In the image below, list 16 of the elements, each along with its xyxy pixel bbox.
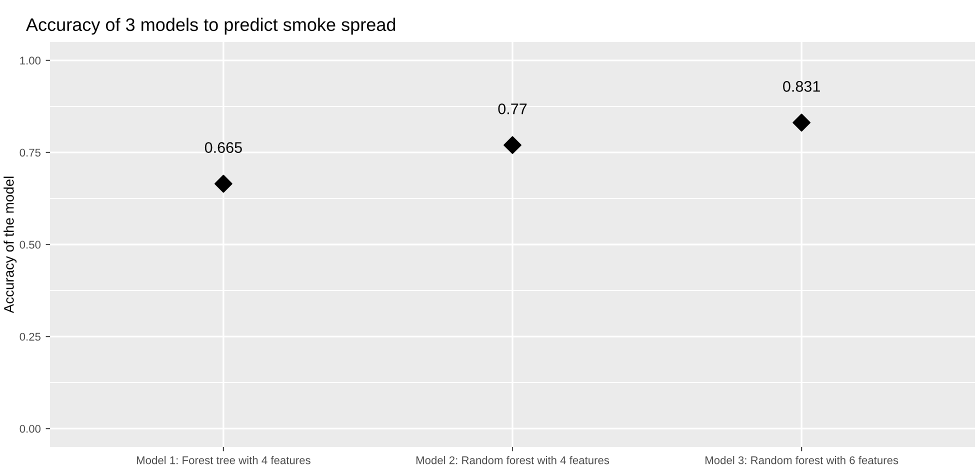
y-tick-label: 1.00 [20,56,41,65]
y-tick-label: 0.75 [20,148,41,157]
point [214,174,232,193]
y-tick-label: 0.00 [20,424,41,433]
data-label: 0.77 [498,103,527,114]
x-tick-label: Model 2: Random forest with 4 features [416,456,610,464]
data-label: 0.665 [204,142,242,153]
chart-title: Accuracy of 3 models to predict smoke spread [26,18,396,35]
y-tick-label: 0.50 [20,240,41,249]
x-tick-label: Model 3: Random forest with 6 features [706,456,898,464]
point [792,114,810,132]
x-tick-label: Model 1: Forest tree with 4 features [136,456,310,464]
y-axis-title: Accuracy of the model [4,176,17,314]
point [504,136,522,154]
y-tick-label: 0.25 [20,332,41,341]
data-label: 0.831 [783,81,820,92]
